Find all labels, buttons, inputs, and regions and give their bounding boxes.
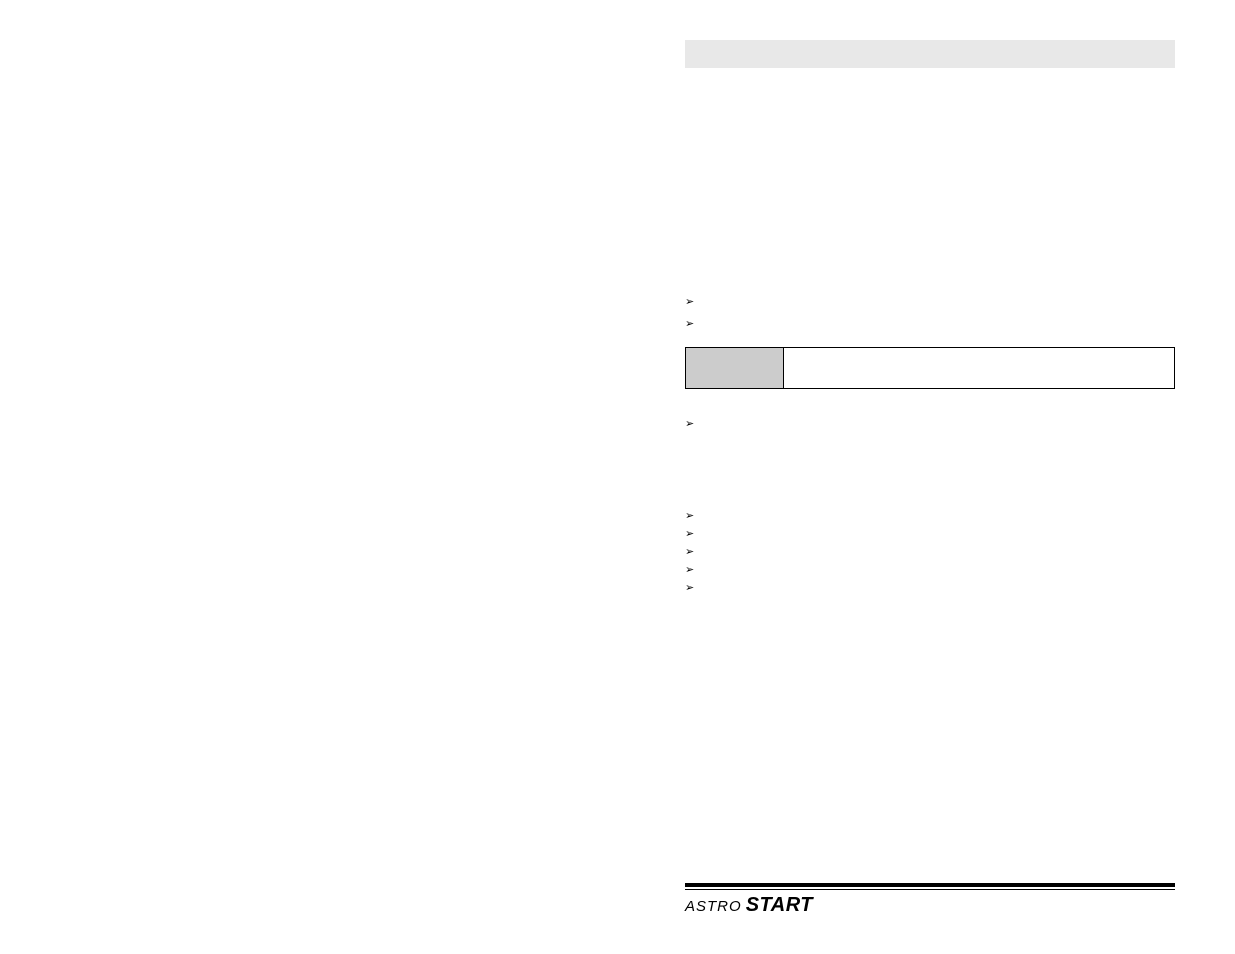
header-band	[685, 40, 1175, 68]
list-item: ➢	[685, 293, 1175, 311]
bullet-icon: ➢	[685, 525, 694, 543]
list-item: ➢	[685, 525, 1175, 543]
footer-rule-thin	[685, 889, 1175, 890]
bullet-icon: ➢	[685, 507, 694, 525]
list-item: ➢	[685, 315, 1175, 333]
brand-logo: ASTRO START	[685, 894, 1175, 917]
bullet-icon: ➢	[685, 315, 694, 333]
bullet-icon: ➢	[685, 293, 694, 311]
list-item: ➢	[685, 561, 1175, 579]
footer-rule-thick	[685, 883, 1175, 887]
list-item: ➢	[685, 507, 1175, 525]
logo-text-start: START	[746, 894, 813, 917]
bullet-list-2: ➢	[685, 415, 1175, 433]
bullet-icon: ➢	[685, 543, 694, 561]
page-footer: ASTRO START	[685, 883, 1175, 917]
logo-text-astro: ASTRO	[685, 898, 742, 915]
bullet-list-1: ➢ ➢	[685, 293, 1175, 333]
meter-empty	[784, 348, 1174, 388]
bullet-icon: ➢	[685, 415, 694, 433]
document-page: ➢ ➢ ➢ ➢ ➢ ➢ ➢	[685, 40, 1175, 597]
bullet-icon: ➢	[685, 579, 694, 597]
bullet-list-3: ➢ ➢ ➢ ➢ ➢	[685, 507, 1175, 597]
list-item: ➢	[685, 543, 1175, 561]
meter-fill	[686, 348, 784, 388]
list-item: ➢	[685, 579, 1175, 597]
bullet-icon: ➢	[685, 561, 694, 579]
progress-meter	[685, 347, 1175, 389]
list-item: ➢	[685, 415, 1175, 433]
